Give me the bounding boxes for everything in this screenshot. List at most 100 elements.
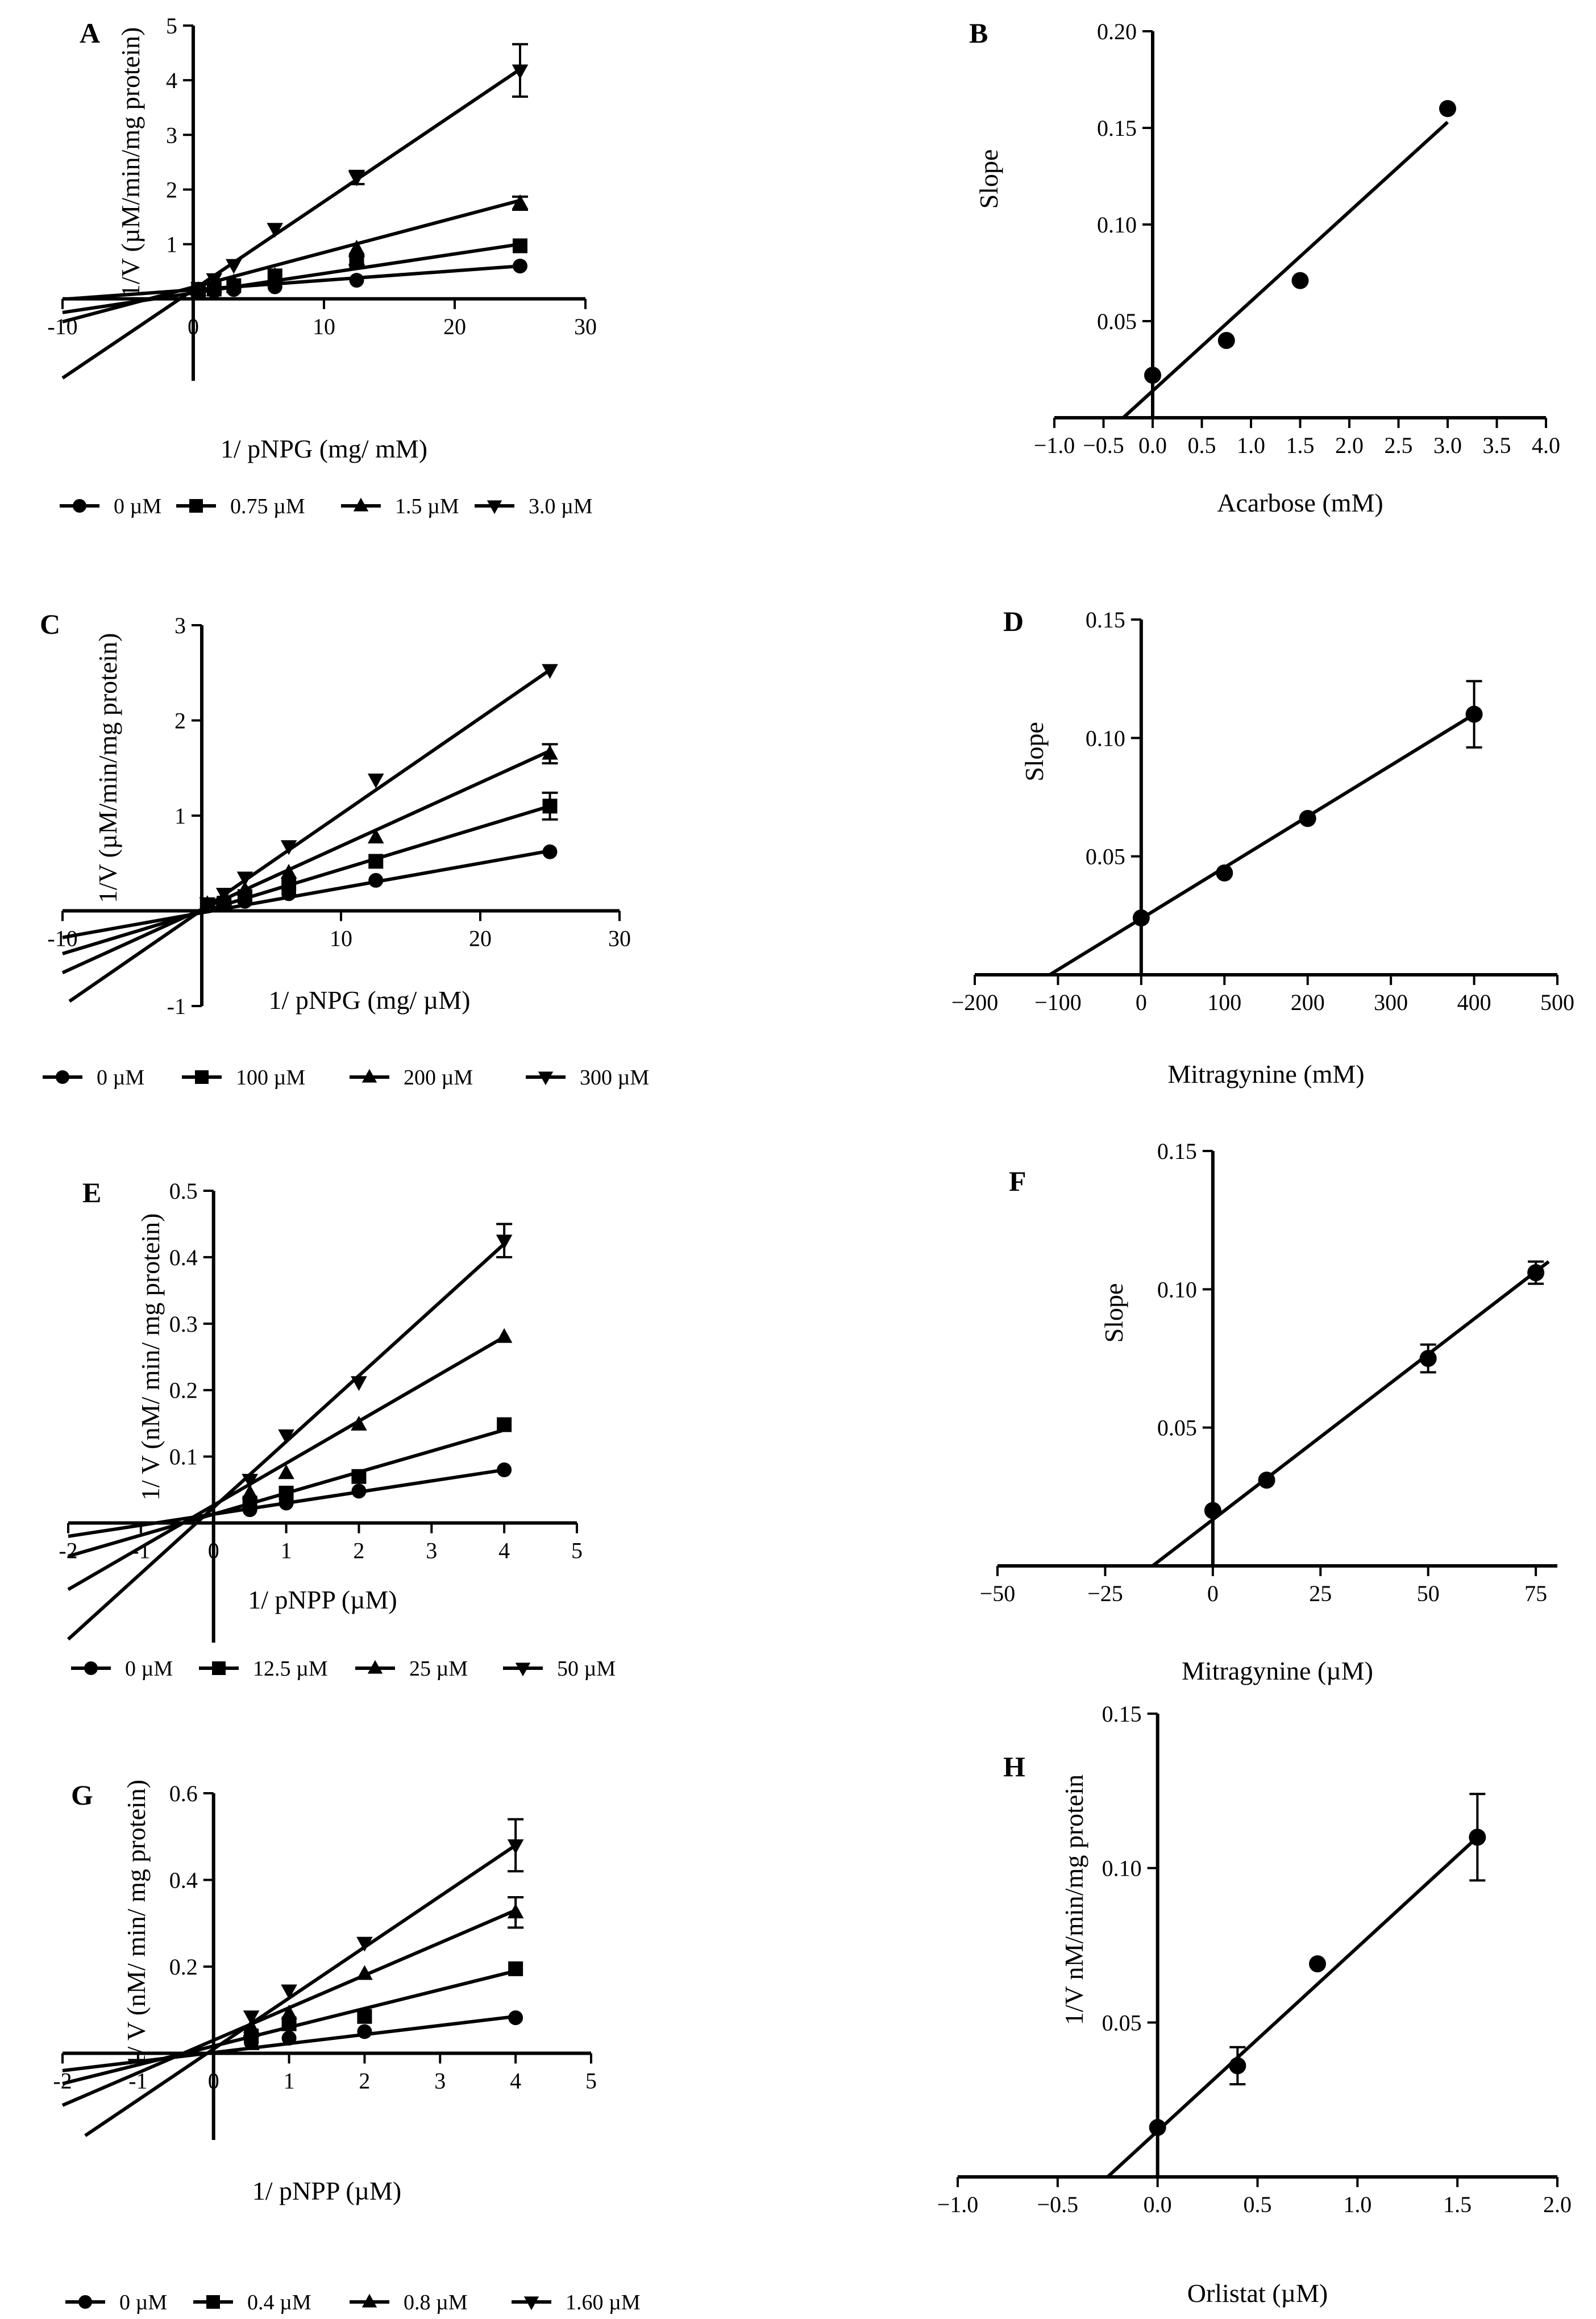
x-tick-label: 0.5 <box>1244 2192 1272 2217</box>
panel-letter: A <box>80 17 100 49</box>
panel-letter: C <box>40 608 60 640</box>
data-point <box>1291 272 1309 289</box>
legend-label: 0 µM <box>125 1657 173 1681</box>
legend-marker <box>195 1070 209 1084</box>
y-tick-label: 1 <box>166 232 177 257</box>
x-tick-label: 0 <box>208 1538 219 1564</box>
x-tick-label: 2.0 <box>1543 2192 1572 2217</box>
x-tick-label: 0 <box>208 2068 219 2094</box>
x-tick-label: 10 <box>330 926 352 951</box>
fit-line <box>62 198 521 324</box>
data-point <box>348 239 365 255</box>
data-point <box>496 1235 513 1250</box>
x-tick-label: 2.0 <box>1335 433 1364 458</box>
panel-D: D −200 −100 0 100 200 300 400 500 0.05 0.10 0.15 Mit… <box>951 605 1574 1088</box>
y-tick-label: 0.6 <box>169 1781 198 1806</box>
y-tick-label: 5 <box>166 13 177 39</box>
data-point <box>281 2030 297 2046</box>
data-point <box>1144 367 1161 384</box>
y-tick-label: 0.10 <box>1086 725 1125 751</box>
legend-marker <box>84 1661 98 1675</box>
x-tick-label: 20 <box>443 314 466 339</box>
x-tick-label: −1.0 <box>937 2192 979 2217</box>
x-tick-label: −0.5 <box>1083 433 1124 458</box>
y-axis-label: Slope <box>1099 1283 1128 1343</box>
legend-marker <box>189 499 203 513</box>
legend-label: 1.5 µM <box>395 494 459 518</box>
x-axis-label: 1/ pNPG (mg/ µM) <box>269 986 471 1015</box>
series-4 <box>68 664 558 1003</box>
data-point <box>243 2010 260 2026</box>
legend-label: 1.60 µM <box>566 2291 641 2314</box>
fit-line <box>84 1844 517 2137</box>
x-tick-label: 0.0 <box>1144 2192 1172 2217</box>
y-tick-label: 0.05 <box>1102 2010 1142 2035</box>
x-tick-label: 5 <box>571 1538 583 1564</box>
y-tick-label: 0.15 <box>1097 115 1137 141</box>
x-tick-label: 5 <box>585 2068 597 2094</box>
y-axis-label: 1/V nM/min/mg protein <box>1059 1774 1088 2025</box>
legend: 0 µM 12.5 µM 25 µM 50 µM <box>71 1657 616 1681</box>
data-point <box>1309 1955 1326 1973</box>
data-point <box>278 1464 294 1479</box>
panel-letter: D <box>1003 605 1024 637</box>
x-tick-label: -2 <box>59 1538 77 1564</box>
legend-marker <box>353 497 369 512</box>
x-axis-label: 1/ pNPP (µM) <box>252 2176 402 2205</box>
data-point <box>368 872 384 888</box>
x-tick-label: −0.5 <box>1037 2192 1079 2217</box>
fit-line <box>61 68 521 380</box>
data-point <box>1465 705 1483 723</box>
data-point <box>1469 1828 1486 1846</box>
legend-marker <box>367 1660 383 1674</box>
x-axis-label: Mitragynine (µM) <box>1182 1656 1373 1685</box>
series-3 <box>61 743 558 975</box>
y-tick-label: 0.05 <box>1097 309 1137 334</box>
legend-label: 200 µM <box>404 1066 473 1090</box>
y-tick-label: 3 <box>174 613 186 638</box>
data-point <box>356 1936 373 1952</box>
legend-label: 0 µM <box>119 2291 167 2314</box>
data-point <box>542 799 558 814</box>
data-point <box>1439 100 1456 117</box>
data-point <box>279 1485 294 1501</box>
data-point <box>236 871 253 887</box>
series-4 <box>61 43 529 380</box>
x-tick-label: −50 <box>980 1581 1016 1606</box>
data-point <box>1419 1350 1437 1367</box>
x-tick-label: 2 <box>353 1538 364 1564</box>
series-3 <box>67 1328 513 1591</box>
x-tick-label: −1.0 <box>1034 433 1075 458</box>
x-tick-label: 0 <box>1136 990 1147 1015</box>
x-tick-label: 0 <box>188 314 199 339</box>
series-3 <box>62 194 529 324</box>
data-point <box>512 194 529 209</box>
data-point <box>513 238 527 253</box>
series-1 <box>1049 680 1483 976</box>
y-tick-label: 3 <box>166 122 177 148</box>
data-point <box>278 1429 294 1444</box>
legend-label: 0.75 µM <box>230 494 305 518</box>
series-1 <box>1151 1260 1550 1568</box>
legend: 0 µM 0.75 µM 1.5 µM 3.0 µM <box>60 494 593 518</box>
legend-marker <box>523 2296 539 2310</box>
y-tick-label: 0.4 <box>169 1245 198 1270</box>
data-point <box>1216 864 1233 882</box>
data-point <box>1204 1502 1221 1519</box>
y-axis-label: Slope <box>974 149 1003 209</box>
fit-line <box>68 668 551 1003</box>
y-tick-label: 1 <box>174 803 186 829</box>
panel-letter: H <box>1003 1751 1025 1782</box>
data-point <box>206 273 223 288</box>
fit-line <box>1049 713 1476 976</box>
y-tick-label: 2 <box>166 177 177 202</box>
data-point <box>1527 1264 1545 1282</box>
x-tick-label: 300 <box>1374 990 1408 1015</box>
x-tick-label: 1 <box>284 2068 295 2094</box>
data-point <box>497 1417 512 1432</box>
x-tick-label: 20 <box>469 926 492 951</box>
x-tick-label: 3 <box>426 1538 437 1564</box>
x-tick-label: 4 <box>510 2068 521 2094</box>
data-point <box>226 259 242 274</box>
